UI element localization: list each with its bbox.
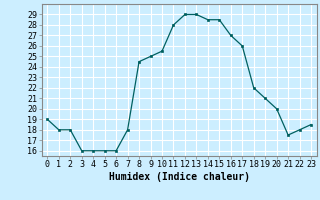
X-axis label: Humidex (Indice chaleur): Humidex (Indice chaleur) (109, 172, 250, 182)
